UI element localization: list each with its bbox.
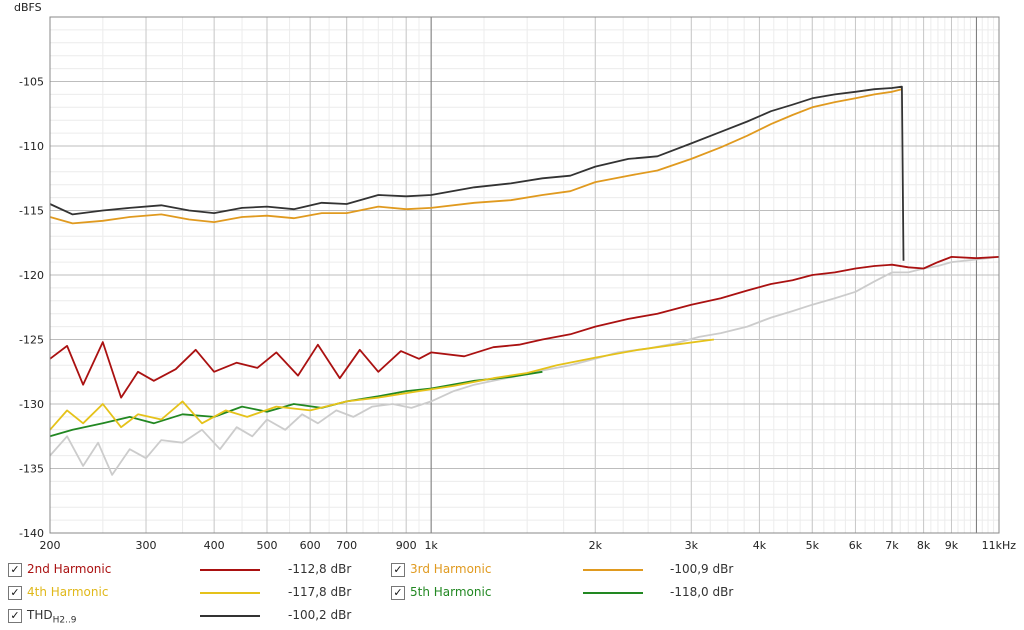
x-tick-label: 200 — [40, 539, 61, 552]
series-line — [49, 256, 1000, 476]
legend-label-subscript: H2..9 — [52, 615, 77, 626]
x-tick-label: 11kHz — [982, 539, 1017, 552]
x-tick-label: 400 — [204, 539, 225, 552]
x-tick-label: 5k — [806, 539, 820, 552]
y-tick-label: -110 — [19, 140, 44, 153]
x-tick-label: 9k — [945, 539, 959, 552]
legend-value: -118,0 dBr — [670, 585, 734, 599]
y-tick-label: -120 — [19, 269, 44, 282]
plot-frame — [49, 16, 1000, 534]
legend-swatch — [200, 592, 260, 594]
legend-swatch — [200, 569, 260, 571]
legend-label: 5th Harmonic — [410, 585, 491, 599]
y-tick-label: -140 — [19, 527, 44, 540]
legend-value: -112,8 dBr — [288, 562, 352, 576]
series-line — [49, 85, 905, 261]
legend-checkbox[interactable]: ✓ — [391, 563, 405, 577]
x-tick-label: 1k — [424, 539, 438, 552]
x-tick-label: 8k — [917, 539, 931, 552]
legend-label: 4th Harmonic — [27, 585, 108, 599]
y-tick-label: -125 — [19, 334, 44, 347]
legend-label: THDH2..9 — [27, 608, 77, 625]
x-tick-label: 900 — [396, 539, 417, 552]
legend-checkbox[interactable]: ✓ — [8, 563, 22, 577]
legend-label-text: 4th Harmonic — [27, 585, 109, 599]
legend-checkbox[interactable]: ✓ — [8, 586, 22, 600]
legend-swatch — [583, 592, 643, 594]
x-tick-label: 2k — [589, 539, 603, 552]
series-line — [49, 88, 903, 225]
series-line — [49, 338, 715, 431]
legend-label-text: 5th Harmonic — [410, 585, 492, 599]
legend-checkbox[interactable]: ✓ — [8, 609, 22, 623]
y-tick-label: -105 — [19, 76, 44, 89]
legend-value: -100,2 dBr — [288, 608, 352, 622]
legend-label-text: THD — [27, 608, 53, 622]
legend-swatch — [200, 615, 260, 617]
y-axis-label: dBFS — [14, 1, 42, 14]
legend-value: -117,8 dBr — [288, 585, 352, 599]
legend-checkbox[interactable]: ✓ — [391, 586, 405, 600]
legend-label-text: 3rd Harmonic — [410, 562, 492, 576]
x-tick-label: 600 — [300, 539, 321, 552]
x-tick-label: 6k — [849, 539, 863, 552]
x-tick-label: 700 — [336, 539, 357, 552]
y-tick-label: -130 — [19, 398, 44, 411]
legend-value: -100,9 dBr — [670, 562, 734, 576]
x-tick-label: 4k — [753, 539, 767, 552]
legend-swatch — [583, 569, 643, 571]
y-tick-label: -135 — [19, 463, 44, 476]
y-tick-label: -115 — [19, 205, 44, 218]
x-tick-label: 3k — [685, 539, 699, 552]
x-tick-label: 300 — [136, 539, 157, 552]
legend-label: 3rd Harmonic — [410, 562, 491, 576]
x-tick-label: 7k — [885, 539, 899, 552]
legend-label: 2nd Harmonic — [27, 562, 111, 576]
legend-label-text: 2nd Harmonic — [27, 562, 112, 576]
x-tick-label: 500 — [256, 539, 277, 552]
series-line — [49, 255, 1000, 399]
